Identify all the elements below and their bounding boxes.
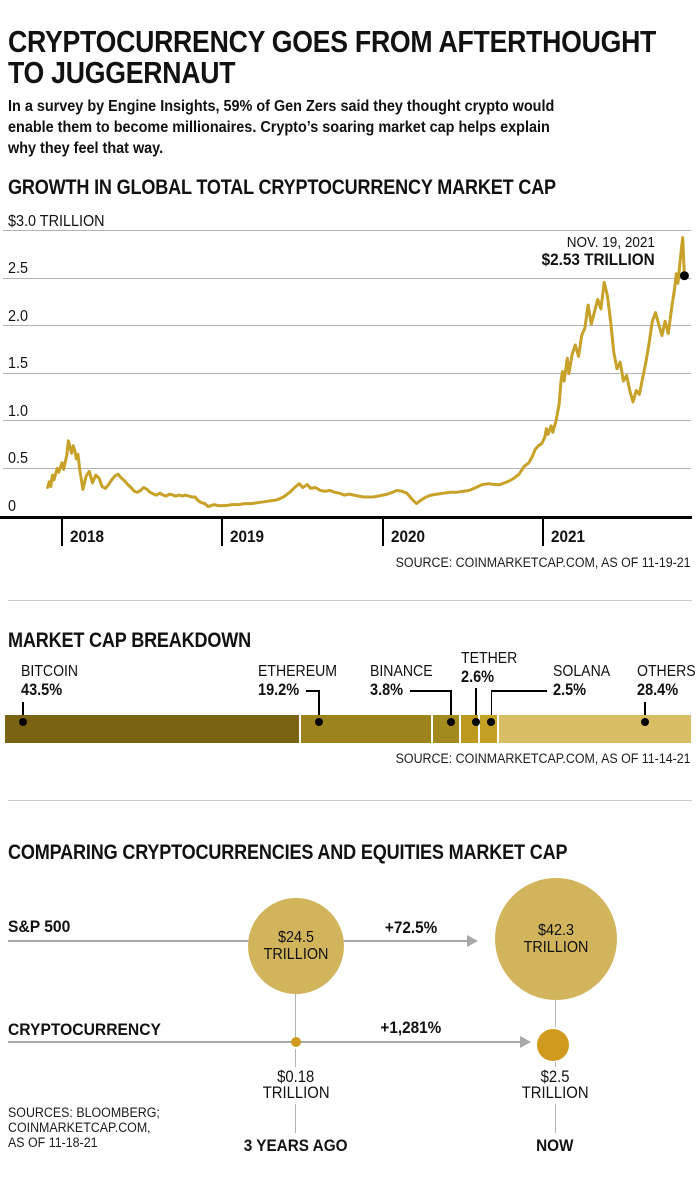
gridline-2 bbox=[3, 325, 691, 326]
y-axis-label-2: 2.0 bbox=[8, 307, 29, 325]
connector-solana-h bbox=[490, 690, 547, 692]
y-axis-label-1.5: 1.5 bbox=[8, 355, 29, 372]
now-column-line-2 bbox=[555, 1062, 556, 1067]
connector-ethereum-v bbox=[318, 690, 320, 722]
segment-label-bitcoin: BITCOIN 43.5% bbox=[21, 663, 79, 699]
now-column-line bbox=[555, 1000, 556, 1027]
y-axis-label-1: 1.0 bbox=[8, 402, 29, 420]
connector-tether bbox=[475, 688, 477, 722]
crypto-arrow-line bbox=[8, 1041, 520, 1043]
connector-binance-v bbox=[450, 690, 452, 722]
sp500-then-bubble: $24.5 TRILLION bbox=[248, 898, 344, 994]
sp500-change-label: +72.5% bbox=[384, 918, 438, 937]
crypto-now-bubble bbox=[537, 1029, 569, 1061]
compare-title: COMPARING CRYPTOCURRENCIES AND EQUITIES … bbox=[8, 841, 568, 864]
x-tick-2021 bbox=[542, 519, 545, 546]
x-axis bbox=[0, 516, 692, 519]
section-divider bbox=[8, 800, 692, 801]
crypto-then-bubble bbox=[291, 1037, 301, 1047]
page-title-line1: CRYPTOCURRENCY GOES FROM AFTERTHOUGHT bbox=[8, 24, 657, 59]
now-column-line-3 bbox=[555, 1104, 556, 1133]
section-divider bbox=[8, 600, 692, 601]
y-axis-label-0: 0 bbox=[8, 497, 17, 515]
sp500-now-value: $42.3 bbox=[537, 921, 575, 939]
market-cap-line bbox=[46, 236, 686, 508]
segment-label-binance: BINANCE 3.8% bbox=[370, 663, 433, 699]
x-axis-label-2019: 2019 bbox=[230, 527, 265, 546]
segment-label-solana: SOLANA 2.5% bbox=[553, 663, 611, 699]
peak-annotation: NOV. 19, 2021 $2.53 TRILLION bbox=[529, 234, 655, 269]
bar-dot-binance bbox=[447, 718, 455, 726]
sp500-arrow-line bbox=[8, 940, 468, 942]
compare-sources-note: SOURCES: BLOOMBERG; COINMARKETCAP.COM, A… bbox=[8, 1105, 160, 1150]
sp500-now-bubble: $42.3 TRILLION bbox=[495, 878, 617, 1000]
growth-chart: $3.0 TRILLION 2.5 2.0 1.5 1.0 0.5 0 2018 2019 20… bbox=[0, 200, 700, 580]
growth-source-note: SOURCE: COINMARKETCAP.COM, AS OF 11-19-2… bbox=[396, 555, 691, 570]
x-axis-label-2021: 2021 bbox=[551, 527, 586, 546]
x-axis-label-2018: 2018 bbox=[70, 527, 105, 546]
growth-chart-title: GROWTH IN GLOBAL TOTAL CRYPTOCURRENCY MA… bbox=[8, 176, 556, 199]
intro-line-1: In a survey by Engine Insights, 59% of G… bbox=[8, 98, 555, 115]
breakdown-source-note: SOURCE: COINMARKETCAP.COM, AS OF 11-14-2… bbox=[396, 751, 691, 766]
crypto-now-value-label: $2.5 TRILLION bbox=[521, 1068, 589, 1102]
gridline-3 bbox=[3, 230, 691, 231]
page-title-line2: TO JUGGERNAUT bbox=[8, 55, 236, 90]
y-axis-label-2.5: 2.5 bbox=[8, 260, 29, 277]
sp500-now-unit: TRILLION bbox=[523, 939, 589, 956]
breakdown-title: MARKET CAP BREAKDOWN bbox=[8, 629, 252, 652]
x-tick-2020 bbox=[381, 519, 384, 546]
sp500-row-label: S&P 500 bbox=[8, 917, 71, 936]
then-column-line bbox=[295, 994, 296, 1037]
sp500-then-unit: TRILLION bbox=[263, 946, 329, 963]
crypto-then-value-label: $0.18 TRILLION bbox=[262, 1068, 330, 1102]
gridline-2.5 bbox=[3, 277, 691, 279]
page-title: CRYPTOCURRENCY GOES FROM AFTERTHOUGHT TO… bbox=[8, 26, 700, 88]
then-column-line-3 bbox=[295, 1104, 296, 1133]
segment-label-ethereum: ETHEREUM 19.2% bbox=[258, 663, 338, 699]
connector-others bbox=[644, 702, 646, 722]
y-axis-label-0.5: 0.5 bbox=[8, 450, 29, 467]
growth-line-plot bbox=[46, 236, 689, 508]
connector-bitcoin bbox=[22, 702, 24, 722]
connector-solana-v bbox=[490, 690, 492, 722]
crypto-row-label: CRYPTOCURRENCY bbox=[8, 1020, 161, 1039]
x-tick-2019 bbox=[221, 519, 224, 546]
sp500-then-value: $24.5 bbox=[277, 928, 315, 946]
column-label-3-years-ago: 3 YEARS AGO bbox=[244, 1136, 348, 1155]
connector-binance-h bbox=[410, 690, 451, 692]
x-tick-2018 bbox=[61, 519, 63, 546]
then-column-line-2 bbox=[295, 1049, 296, 1067]
bar-segment-binance bbox=[432, 715, 459, 743]
bar-dot-bitcoin bbox=[19, 718, 27, 726]
bar-dot-solana bbox=[487, 718, 495, 726]
x-axis-label-2020: 2020 bbox=[390, 527, 425, 546]
gridline-1.5 bbox=[3, 372, 691, 374]
gridline-1 bbox=[3, 420, 691, 421]
bar-segment-bitcoin bbox=[5, 715, 300, 743]
bar-segment-others bbox=[499, 715, 692, 743]
bar-dot-tether bbox=[472, 718, 480, 726]
crypto-change-label: +1,281% bbox=[380, 1018, 442, 1037]
connector-ethereum-h bbox=[306, 690, 320, 692]
annotation-date: NOV. 19, 2021 bbox=[566, 234, 655, 251]
intro-line-2: enable them to become millionaires. Cryp… bbox=[8, 119, 550, 136]
gridline-0.5 bbox=[3, 467, 691, 469]
market-cap-bar bbox=[5, 715, 692, 743]
intro-text: In a survey by Engine Insights, 59% of G… bbox=[8, 96, 595, 159]
bar-dot-ethereum bbox=[315, 718, 323, 726]
bar-dot-others bbox=[641, 718, 649, 726]
segment-label-others: OTHERS 28.4% bbox=[637, 663, 696, 699]
column-label-now: NOW bbox=[536, 1136, 574, 1155]
sp500-arrowhead-icon bbox=[467, 935, 478, 947]
segment-label-tether: TETHER 2.6% bbox=[461, 650, 518, 686]
line-end-dot bbox=[679, 271, 689, 281]
y-axis-label-3: $3.0 TRILLION bbox=[8, 212, 105, 230]
crypto-arrowhead-icon bbox=[520, 1036, 531, 1048]
intro-line-3: why they feel that way. bbox=[8, 140, 164, 157]
annotation-value: $2.53 TRILLION bbox=[541, 250, 655, 269]
